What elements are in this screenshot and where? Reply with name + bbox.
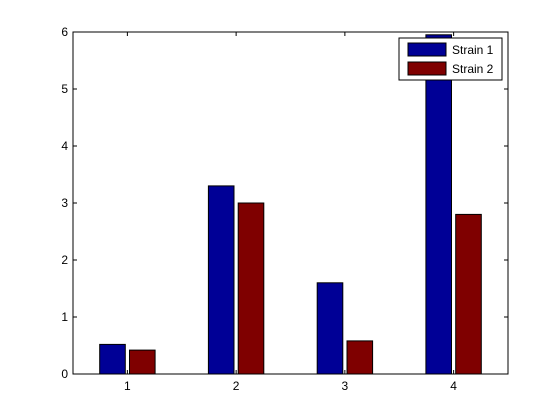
- y-tick-label: 6: [61, 25, 68, 39]
- x-tick-label: 3: [342, 379, 349, 393]
- axes-layer: 0 1 2 3 4 5 6 1 2 3 4: [61, 25, 509, 393]
- y-tick-label: 0: [61, 367, 68, 381]
- legend-swatch-series-1: [407, 42, 447, 57]
- legend-swatch-series-2: [407, 61, 447, 76]
- x-tick-label: 1: [124, 379, 131, 393]
- y-tick-label: 5: [61, 82, 68, 96]
- y-tick-label: 3: [61, 196, 68, 210]
- bar-series-1-cat-3: [316, 282, 344, 375]
- y-tick-label: 1: [61, 310, 68, 324]
- bar-series-1-cat-1: [99, 343, 126, 375]
- legend-label-series-2: Strain 2: [452, 62, 494, 76]
- x-tick-label: 2: [233, 379, 240, 393]
- bar-series-1-cat-4: [425, 34, 452, 375]
- x-tick-label: 4: [450, 379, 457, 393]
- y-tick-label: 4: [61, 139, 68, 153]
- bar-series-2-cat-2: [237, 202, 265, 375]
- bar-series-2-cat-4: [455, 213, 482, 375]
- legend: Strain 1 Strain 2: [398, 37, 503, 81]
- bar-series-2-cat-3: [346, 340, 374, 375]
- legend-label-series-1: Strain 1: [452, 43, 494, 57]
- bar-series-2-cat-1: [129, 349, 156, 375]
- bars-layer: [99, 34, 482, 375]
- y-tick-label: 2: [61, 253, 68, 267]
- bar-series-1-cat-2: [207, 185, 235, 375]
